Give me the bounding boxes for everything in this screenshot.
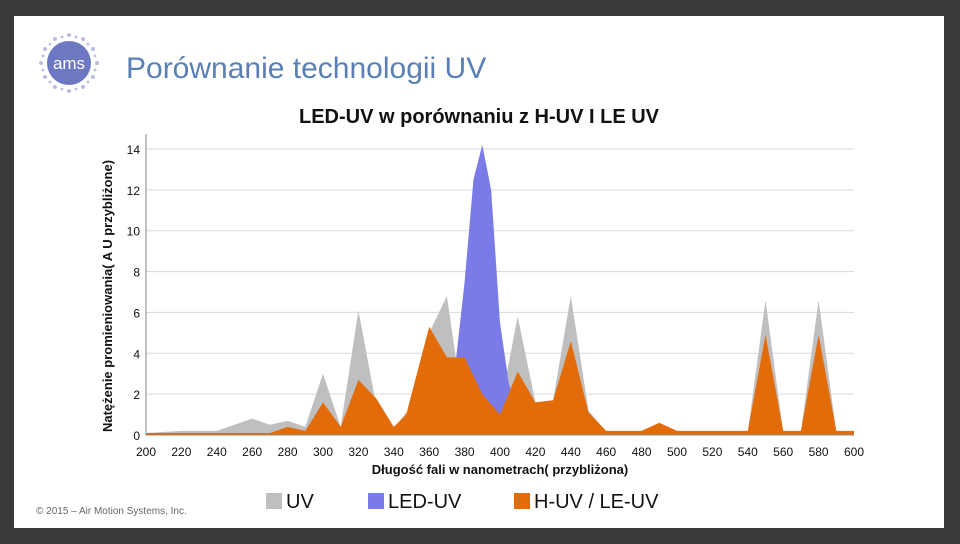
series-area-led-uv bbox=[455, 144, 518, 435]
chart-title: LED-UV w porównaniu z H-UV I LE UV bbox=[299, 106, 659, 128]
y-tick-label: 8 bbox=[133, 266, 140, 280]
y-tick-label: 0 bbox=[133, 429, 140, 443]
y-tick-label: 6 bbox=[133, 306, 140, 320]
x-tick-label: 520 bbox=[702, 445, 722, 459]
chart: 0 2 4 6 8 10 12 14 200 220 240 260 280 300 320 340 360 38… bbox=[100, 134, 865, 513]
series-area-uv bbox=[146, 296, 854, 435]
logo-circle bbox=[47, 41, 91, 85]
x-tick-label: 600 bbox=[844, 445, 864, 459]
y-tick-label: 4 bbox=[133, 347, 140, 361]
legend-swatch bbox=[266, 493, 282, 509]
x-tick-label: 360 bbox=[419, 445, 439, 459]
y-tick-label: 12 bbox=[127, 184, 141, 198]
x-tick-label: 540 bbox=[738, 445, 758, 459]
x-tick-label: 460 bbox=[596, 445, 616, 459]
page-title: Porównanie technologii UV bbox=[126, 52, 487, 85]
legend-swatch bbox=[368, 493, 384, 509]
x-tick-label: 320 bbox=[348, 445, 368, 459]
x-tick-label: 300 bbox=[313, 445, 333, 459]
legend-label: LED-UV bbox=[388, 491, 462, 513]
x-tick-label: 220 bbox=[171, 445, 191, 459]
logo-dots bbox=[39, 33, 99, 93]
x-tick-label: 280 bbox=[278, 445, 298, 459]
legend: UV LED-UV H-UV / LE-UV bbox=[266, 491, 659, 513]
x-tick-label: 380 bbox=[455, 445, 475, 459]
tick-labels: 0 2 4 6 8 10 12 14 200 220 240 260 280 300 320 340 360 38… bbox=[127, 143, 865, 459]
x-tick-label: 580 bbox=[809, 445, 829, 459]
legend-label: UV bbox=[286, 491, 314, 513]
logo-text: ams bbox=[53, 54, 85, 73]
y-tick-label: 2 bbox=[133, 388, 140, 402]
x-tick-label: 480 bbox=[632, 445, 652, 459]
y-tick-label: 10 bbox=[127, 225, 141, 239]
x-tick-label: 200 bbox=[136, 445, 156, 459]
x-tick-label: 260 bbox=[242, 445, 262, 459]
axes bbox=[145, 134, 854, 436]
x-tick-label: 500 bbox=[667, 445, 687, 459]
x-tick-label: 340 bbox=[384, 445, 404, 459]
x-tick-label: 240 bbox=[207, 445, 227, 459]
series-layer bbox=[146, 144, 854, 435]
ams-logo: ams bbox=[36, 30, 102, 96]
y-axis-label: Natężenie promieniowania( A U przybliżon… bbox=[100, 160, 115, 432]
series-area-h-uv-le-uv bbox=[146, 326, 854, 435]
x-axis-label: Długość fali w nanometrach( przybliżona) bbox=[372, 462, 628, 477]
x-tick-label: 420 bbox=[525, 445, 545, 459]
x-tick-label: 560 bbox=[773, 445, 793, 459]
x-tick-label: 440 bbox=[561, 445, 581, 459]
x-tick-label: 400 bbox=[490, 445, 510, 459]
legend-label: H-UV / LE-UV bbox=[534, 491, 659, 513]
copyright: © 2015 – Air Motion Systems, Inc. bbox=[36, 506, 187, 517]
legend-swatch bbox=[514, 493, 530, 509]
slide: ams Porównanie technologii UV LED-UV w p… bbox=[14, 16, 944, 528]
y-tick-label: 14 bbox=[127, 143, 141, 157]
